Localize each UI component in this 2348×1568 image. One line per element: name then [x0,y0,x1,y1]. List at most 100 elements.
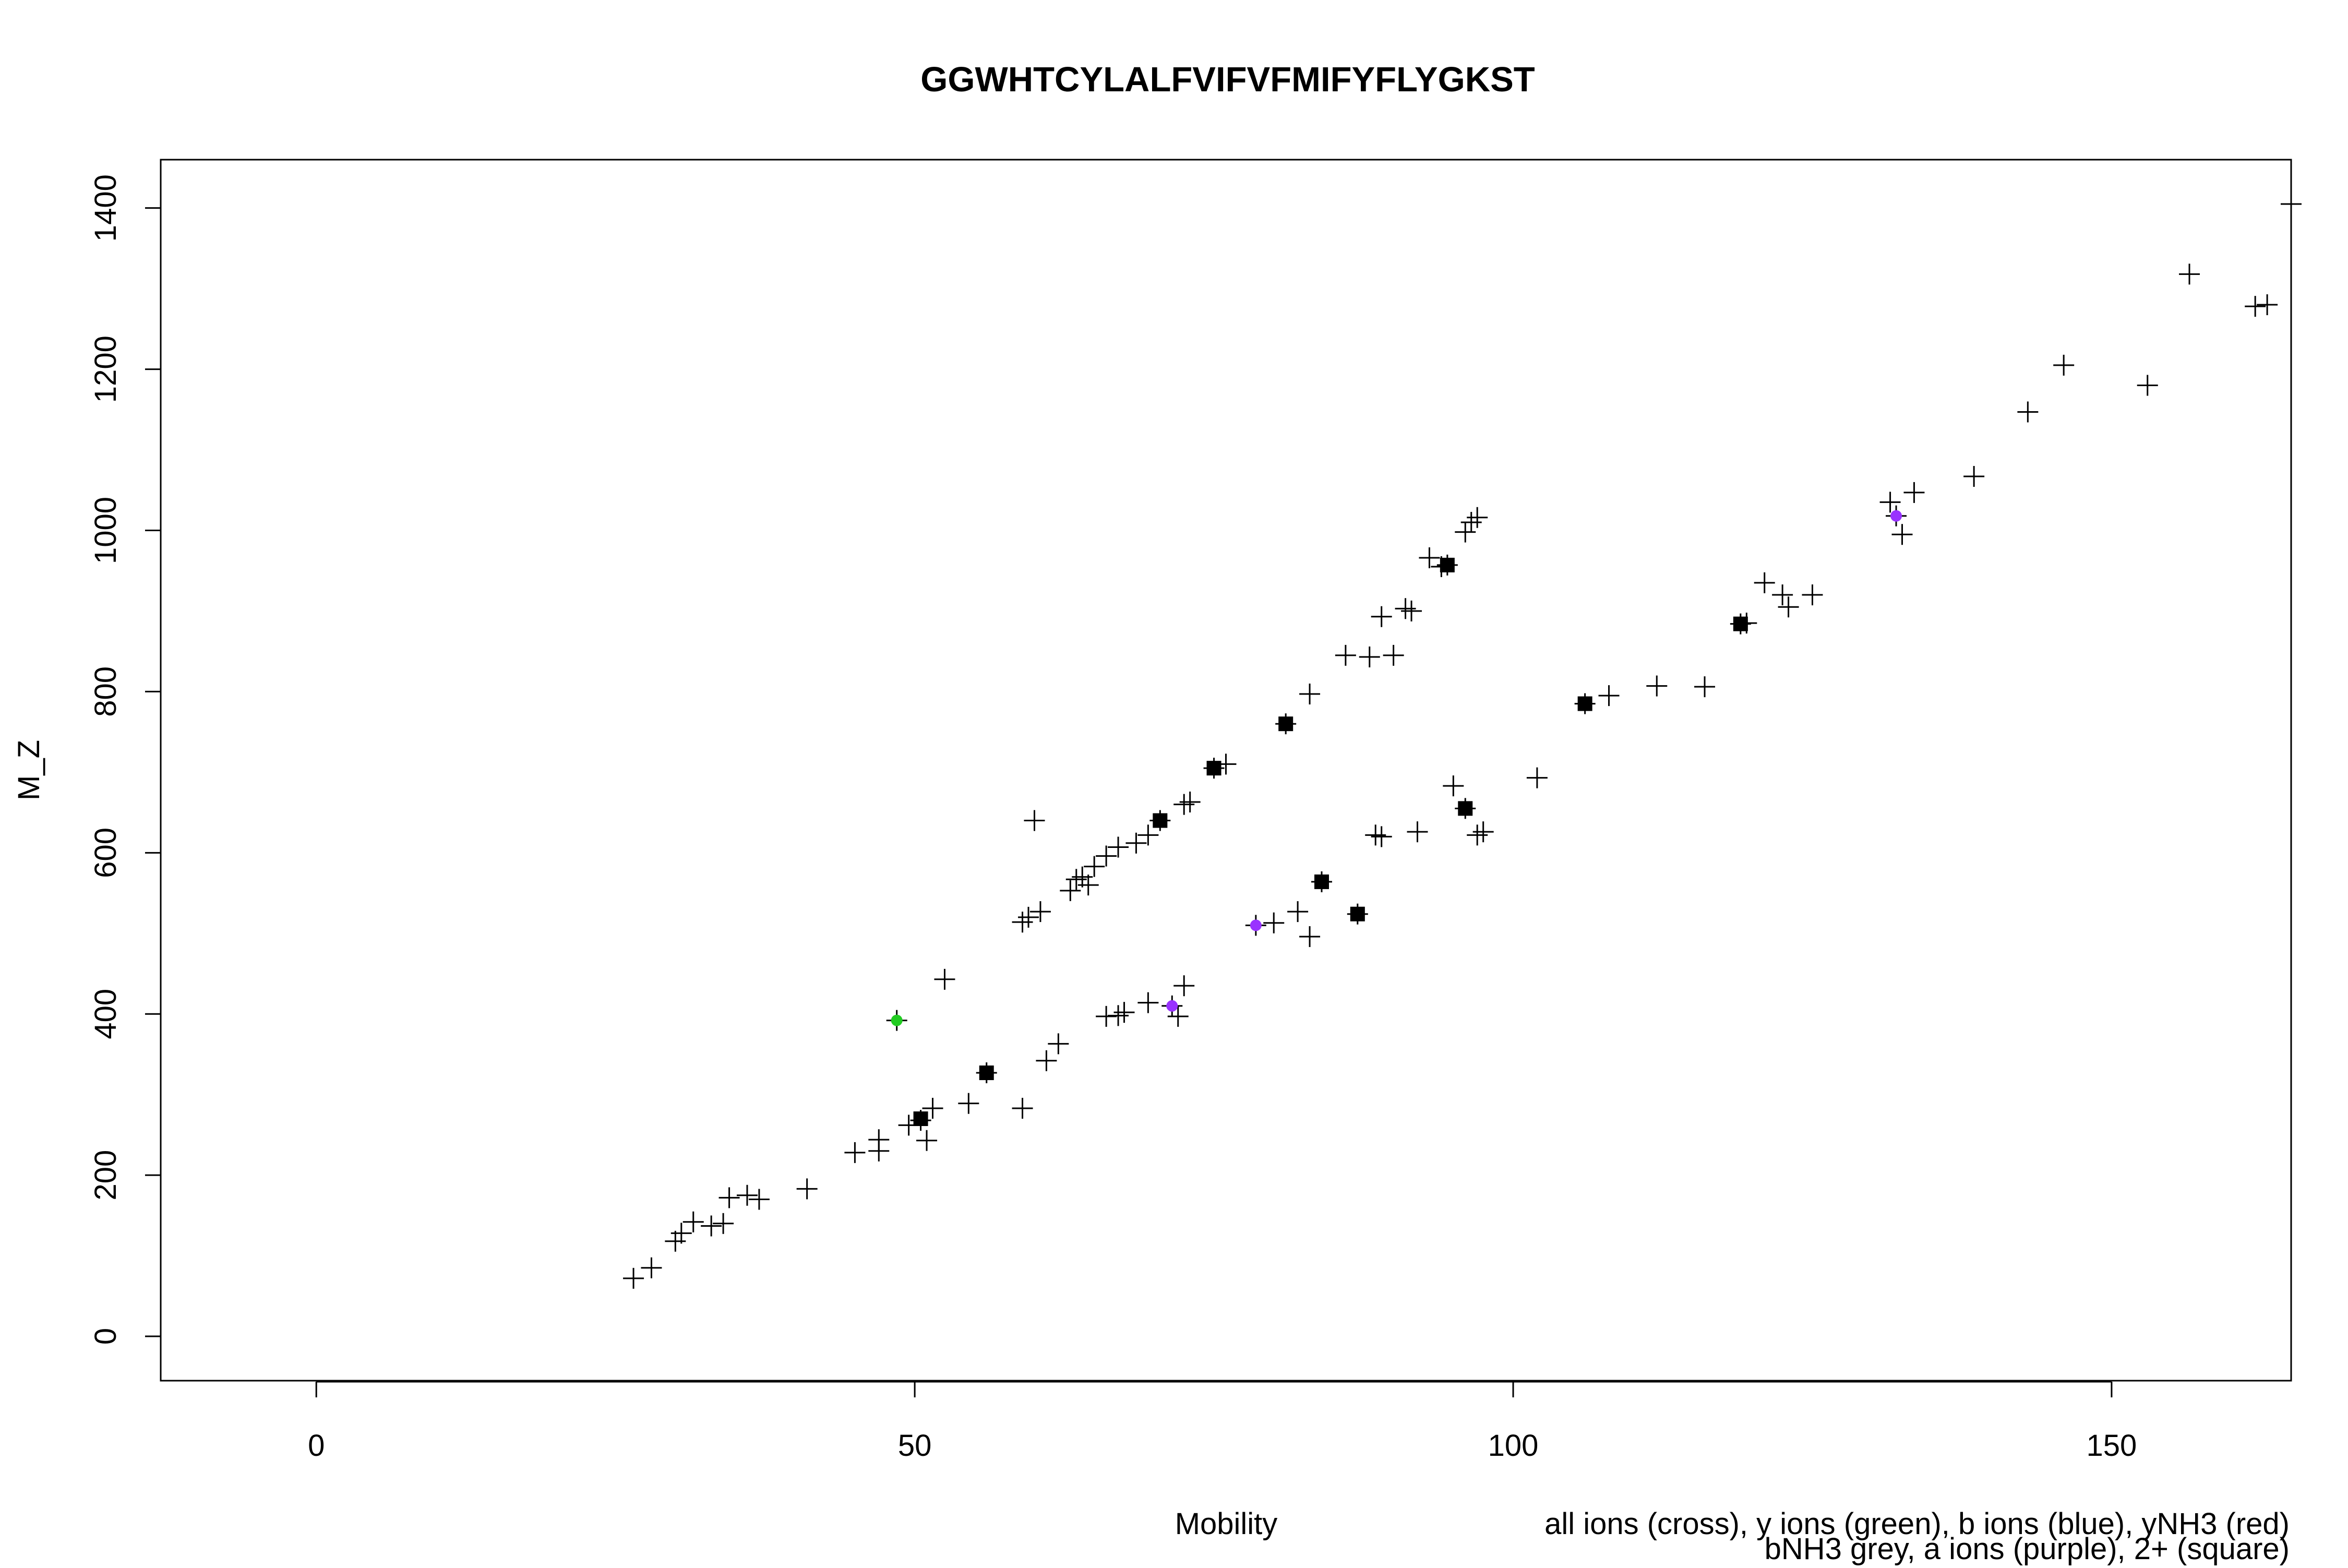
data-point-cross [1754,572,1775,593]
data-point-cross [1395,598,1416,619]
data-point-cross [1077,875,1099,896]
data-point-cross [718,1187,740,1208]
data-point-cross [1137,824,1159,846]
legend-text-line-1: all ions (cross), y ions (green), b ions… [1544,1507,2290,1541]
data-point-cross [1012,912,1033,933]
data-point-cross [1060,880,1081,901]
data-point-cross [1891,524,1913,545]
data-point-square [1153,813,1168,828]
x-tick-label: 50 [898,1429,932,1463]
x-tick-label: 150 [2087,1429,2137,1463]
data-point-cross [1903,482,1925,503]
x-tick-label: 100 [1488,1429,1539,1463]
x-axis-label: Mobility [1175,1507,1278,1541]
data-point-cross [2281,193,2302,214]
data-point-cross [1084,856,1105,877]
y-axis: 0 200 400 600 800 1000 1200 1400 [89,174,161,1345]
data-point-cross [1065,869,1087,890]
y-tick-label: 800 [89,666,123,717]
data-point-cross [736,1184,758,1206]
data-point-cross [1963,466,1985,487]
y-tick-label: 1000 [89,497,123,564]
data-point-cross [1125,832,1147,854]
data-point-cross [2245,296,2266,317]
data-point-cross [844,1142,866,1163]
data-point-cross [1287,901,1309,923]
data-point-cross [2017,401,2039,423]
data-point-cross [1012,1097,1033,1119]
data-point-cross [701,1215,722,1237]
data-point-cross [1401,600,1422,621]
data-point-cross [1467,507,1488,528]
data-point-square [1458,801,1473,816]
data-point-cross [623,1267,644,1289]
data-point-cross [1472,821,1494,843]
data-point-square [1278,716,1293,732]
data-point-cross [1467,824,1488,846]
chart-title: GGWHTCYLALFVIFVFMIFYFLYGKST [920,60,1535,99]
data-point-cross [1029,901,1051,923]
data-point-square [979,1065,994,1080]
data-point-cross [1419,547,1440,569]
data-point-square [1733,616,1748,631]
data-point-square [1577,696,1592,711]
data-point-cross [1299,684,1321,705]
data-point-cross [916,1130,938,1151]
data-point-cross [796,1178,818,1200]
data-point-cross [1018,906,1039,928]
data-point-cross [2257,294,2278,316]
data-point-cross [1048,1033,1069,1055]
data-point-cross [1526,767,1548,788]
y-tick-label: 1200 [89,336,123,403]
y-axis-label: M_Z [12,740,46,800]
data-point-dot [1890,510,1902,522]
data-point-cross [1263,912,1285,933]
data-point-cross [1072,866,1093,888]
data-point-cross [1335,644,1356,666]
data-point-cross [2179,264,2200,285]
data-point-cross [1879,492,1901,513]
data-point-cross [1359,646,1380,667]
data-point-cross [1024,810,1045,831]
data-point-cross [1371,826,1392,847]
data-point-dot [1250,919,1262,931]
data-point-cross [1036,1050,1057,1071]
data-point-cross [958,1093,979,1114]
data-point-cross [1113,1002,1135,1023]
data-point-cross [1371,606,1392,627]
data-point-cross [1460,512,1482,533]
data-point-cross [665,1230,686,1252]
data-point-cross [1598,685,1620,707]
data-point-cross [1455,521,1476,543]
data-point-cross [1694,676,1716,698]
data-point-cross [670,1223,692,1244]
data-point-cross [1646,675,1668,697]
data-point-cross [1365,824,1386,846]
legend-text-line-2: bNH3 grey, a ions (purple), 2+ (square) [1765,1532,2290,1565]
data-point-cross [682,1211,704,1232]
data-point-cross [1108,836,1129,858]
y-tick-label: 600 [89,828,123,878]
data-point-cross [868,1129,890,1151]
data-point-square [1350,906,1365,921]
data-point-cross [1407,821,1428,843]
data-point-cross [1173,975,1195,997]
data-point-cross [1096,845,1117,867]
data-point-cross [1778,596,1799,618]
data-point-cross [1443,775,1464,797]
data-point-cross [922,1097,943,1119]
data-point-cross [1772,584,1793,606]
data-points [623,193,2302,1289]
data-point-square [1314,874,1329,889]
x-tick-label: 0 [308,1429,325,1463]
data-point-cross [1167,1006,1189,1027]
data-point-cross [713,1213,734,1234]
y-tick-label: 200 [89,1150,123,1201]
y-tick-label: 0 [89,1328,123,1345]
data-point-dot [1166,1000,1178,1012]
plot-area-frame [160,159,2292,1382]
data-point-cross [934,968,955,990]
data-point-cross [1108,1005,1129,1026]
data-point-dot [891,1014,903,1026]
